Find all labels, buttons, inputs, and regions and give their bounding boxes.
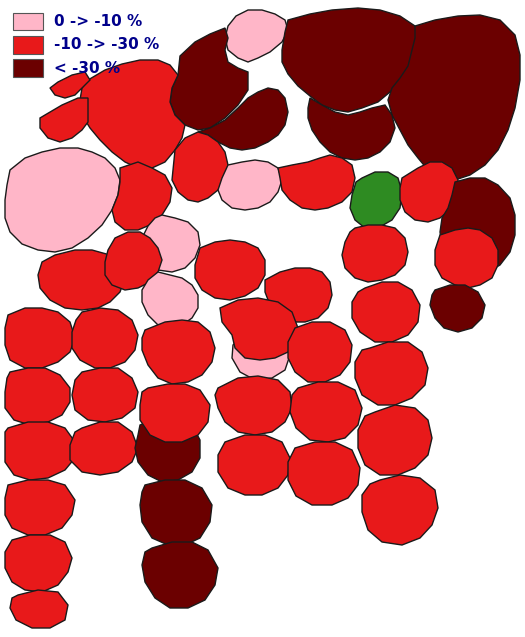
Polygon shape (172, 132, 228, 202)
Polygon shape (355, 342, 428, 405)
Legend: 0 -> -10 %, -10 -> -30 %, < -30 %: 0 -> -10 %, -10 -> -30 %, < -30 % (7, 7, 165, 83)
Polygon shape (290, 382, 362, 442)
Polygon shape (38, 250, 125, 310)
Polygon shape (232, 332, 290, 380)
Polygon shape (195, 240, 265, 300)
Polygon shape (5, 148, 120, 252)
Polygon shape (218, 160, 282, 210)
Polygon shape (72, 368, 138, 422)
Polygon shape (112, 162, 172, 230)
Polygon shape (352, 282, 420, 342)
Polygon shape (218, 435, 290, 495)
Polygon shape (170, 28, 248, 130)
Polygon shape (142, 272, 198, 328)
Polygon shape (140, 384, 210, 442)
Polygon shape (220, 298, 298, 360)
Polygon shape (342, 225, 408, 282)
Polygon shape (282, 8, 420, 112)
Polygon shape (350, 172, 402, 228)
Polygon shape (70, 422, 138, 475)
Polygon shape (435, 228, 498, 288)
Polygon shape (5, 422, 75, 480)
Polygon shape (288, 442, 360, 505)
Polygon shape (135, 418, 200, 482)
Polygon shape (362, 475, 438, 545)
Polygon shape (140, 480, 212, 545)
Polygon shape (198, 88, 288, 150)
Polygon shape (80, 60, 185, 168)
Polygon shape (358, 405, 432, 475)
Polygon shape (5, 535, 72, 592)
Polygon shape (278, 155, 355, 210)
Polygon shape (288, 322, 352, 382)
Polygon shape (5, 368, 70, 425)
Polygon shape (40, 98, 88, 142)
Polygon shape (308, 98, 395, 160)
Polygon shape (215, 376, 292, 435)
Polygon shape (5, 480, 75, 535)
Polygon shape (142, 542, 218, 608)
Polygon shape (50, 72, 90, 98)
Polygon shape (142, 320, 215, 384)
Polygon shape (5, 308, 75, 368)
Polygon shape (142, 215, 200, 272)
Polygon shape (10, 590, 68, 628)
Polygon shape (105, 232, 162, 290)
Polygon shape (388, 15, 520, 180)
Polygon shape (72, 308, 138, 368)
Polygon shape (225, 10, 288, 62)
Polygon shape (430, 285, 485, 332)
Polygon shape (440, 178, 515, 275)
Polygon shape (265, 268, 332, 322)
Polygon shape (400, 162, 458, 222)
